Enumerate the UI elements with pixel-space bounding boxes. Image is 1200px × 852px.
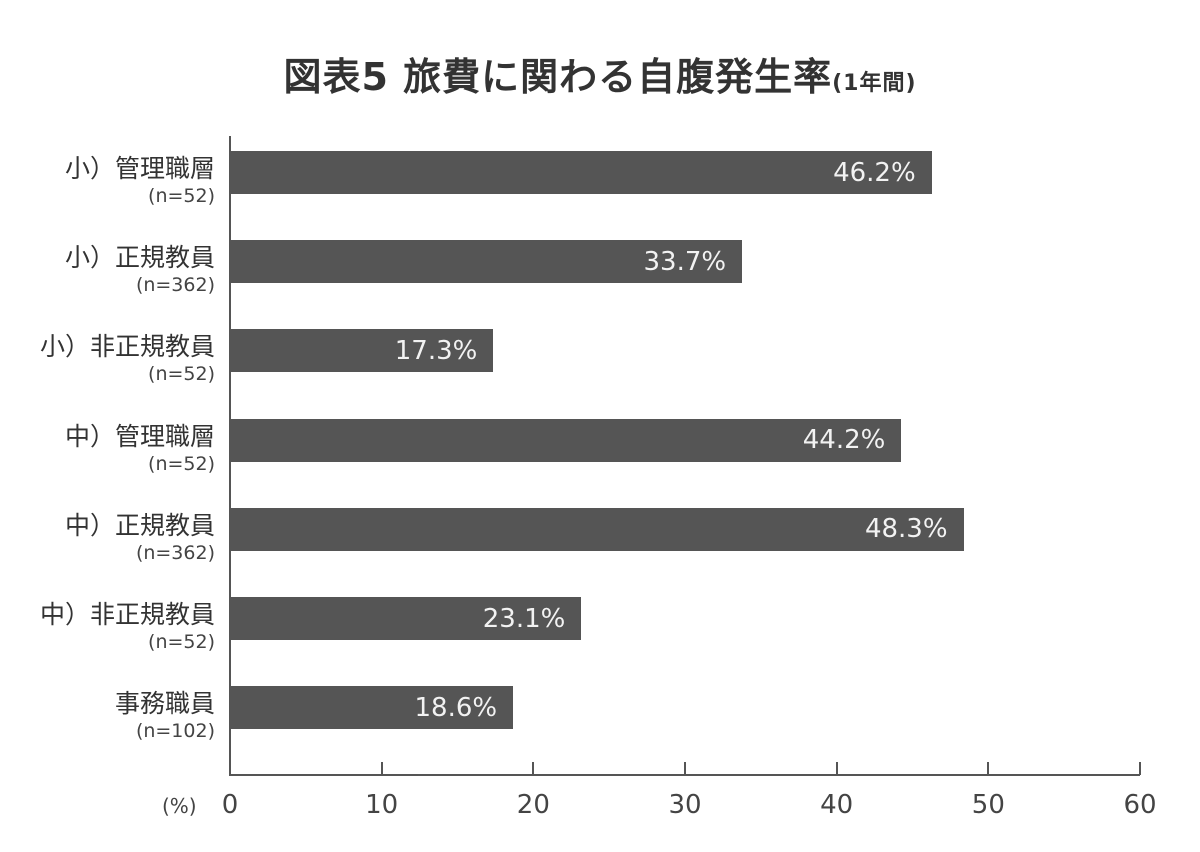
chart-title: 図表5 旅費に関わる自腹発生率(1年間) [0,46,1200,101]
bar-value-label: 18.6% [414,692,498,723]
bar-value-label: 17.3% [394,335,478,366]
x-axis-tick [987,762,990,775]
category-name: 小）管理職層 [64,154,215,183]
bar-value-label: 48.3% [864,514,948,545]
category-label: 中）正規教員 (n=362) [65,511,215,565]
category-sample-size: (n=52) [148,185,215,207]
category-name: 中）非正規教員 [39,600,215,629]
x-axis-tick [380,762,383,775]
chart-title-text: 図表5 旅費に関わる自腹発生率 [283,55,833,99]
bar: 44.2% [231,418,902,462]
x-axis-tick-label: 20 [516,790,550,820]
category-sample-size: (n=362) [135,274,215,297]
x-axis-tick-label: 50 [971,790,1005,820]
bar-value-label: 33.7% [643,246,727,277]
category-sample-size: (n=52) [148,363,215,386]
x-axis-tick [1139,762,1141,775]
bar: 46.2% [231,151,932,194]
bar: 48.3% [231,507,964,551]
category-label: 中）非正規教員 (n=52) [40,600,215,654]
bar: 17.3% [231,329,494,373]
category-sample-size: (n=52) [148,452,215,475]
category-label: 小）管理職層 (n=52) [65,154,215,208]
y-axis-line [229,136,231,776]
x-axis-unit-label: (%) [162,794,197,818]
chart-subtitle: (1年間) [832,71,917,96]
bar-value-label: 23.1% [482,603,566,634]
bar: 18.6% [231,686,514,730]
category-name: 中）管理職層 [64,421,215,451]
category-name: 中）正規教員 [64,510,215,540]
bar-value-label: 46.2% [833,157,916,188]
category-label: 小）非正規教員 (n=52) [40,332,215,386]
category-sample-size: (n=52) [148,631,215,653]
category-label: 事務職員 (n=102) [115,689,215,743]
x-axis-tick [532,762,535,775]
category-name: 小）正規教員 [64,243,215,273]
category-sample-size: (n=102) [135,720,215,743]
bar: 23.1% [231,597,582,640]
x-axis-tick-label: 60 [1123,790,1157,820]
category-name: 小）非正規教員 [39,332,215,362]
x-axis-tick [684,762,686,775]
x-axis-tick [835,762,838,775]
category-sample-size: (n=362) [135,541,215,564]
x-axis-tick-label: 30 [668,790,702,820]
category-label: 小）正規教員 (n=362) [65,243,215,297]
category-name: 事務職員 [114,689,215,719]
x-axis-tick-label: 0 [221,790,239,820]
x-axis-tick-label: 10 [365,790,399,820]
bar: 33.7% [231,240,743,284]
bar-value-label: 44.2% [802,425,886,456]
x-axis-tick-label: 40 [820,790,854,820]
x-axis-line [229,774,1140,776]
category-label: 中）管理職層 (n=52) [65,422,215,476]
